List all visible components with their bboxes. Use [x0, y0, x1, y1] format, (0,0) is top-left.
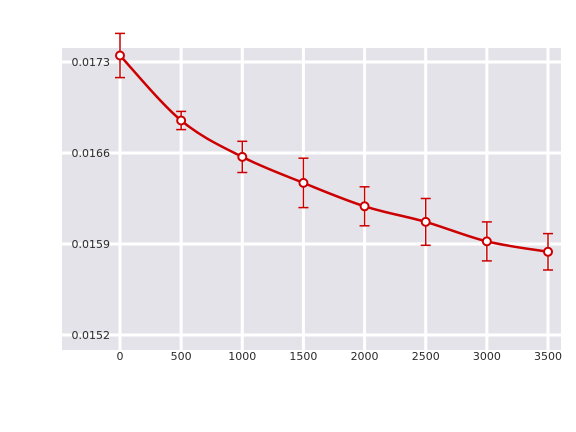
plot-area: [62, 48, 561, 350]
y-tick-label: 0.0166: [72, 147, 111, 160]
x-tick-label: 1500: [289, 350, 317, 363]
tick-labels: 0 500 1000 1500 2000 2500 3000 3500 0.0152 0.0159…: [72, 56, 563, 363]
x-tick-label: 2000: [351, 350, 379, 363]
data-point: [359, 201, 370, 212]
x-tick-label: 500: [171, 350, 192, 363]
y-tick-label: 0.0173: [72, 56, 111, 69]
data-point: [543, 246, 553, 257]
x-tick-label: 0: [117, 350, 124, 363]
data-point: [237, 151, 248, 162]
data-point: [115, 50, 125, 61]
data-point: [176, 115, 187, 126]
data-point: [298, 177, 309, 188]
x-tick-label: 3000: [473, 350, 501, 363]
series-layer: [115, 32, 553, 271]
x-tick-label: 1000: [228, 350, 256, 363]
data-point: [481, 236, 492, 247]
data-point: [420, 216, 431, 227]
grid: [62, 48, 561, 350]
y-tick-label: 0.0152: [72, 329, 111, 342]
x-tick-label: 2500: [412, 350, 440, 363]
x-tick-label: 3500: [534, 350, 562, 363]
y-tick-label: 0.0159: [72, 238, 111, 251]
